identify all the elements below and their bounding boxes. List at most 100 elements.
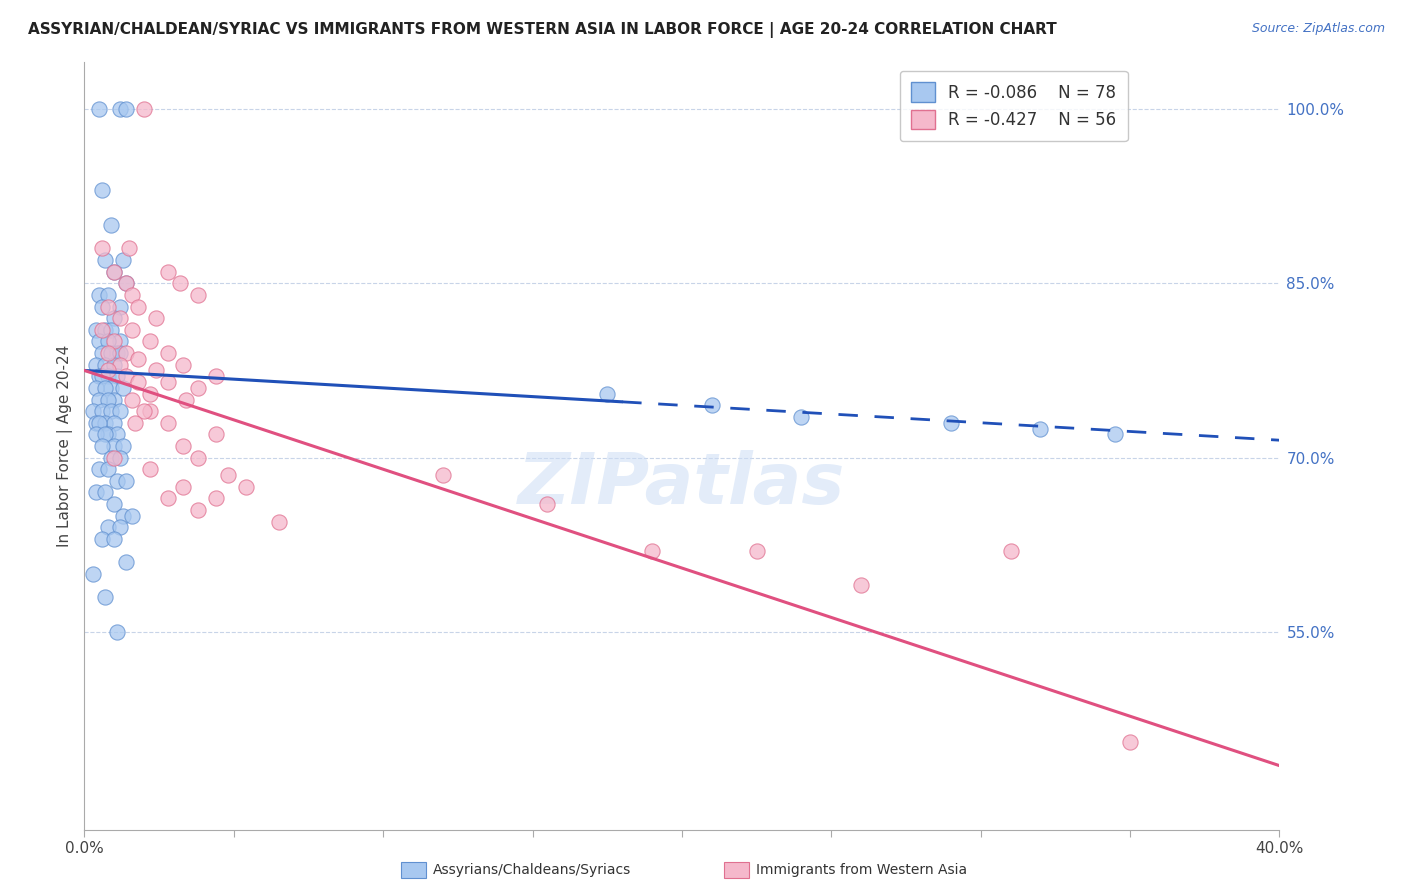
Point <box>105 346 128 360</box>
Point <box>205 427 228 442</box>
Point <box>103 358 125 372</box>
Point <box>139 334 162 349</box>
Point <box>118 241 141 255</box>
Point <box>110 311 132 326</box>
Point <box>121 288 143 302</box>
Point <box>115 474 138 488</box>
Point <box>217 468 239 483</box>
Point <box>86 358 108 372</box>
Point <box>169 277 191 291</box>
Point <box>187 288 209 302</box>
Point <box>91 323 114 337</box>
Point <box>97 288 120 302</box>
Point <box>115 555 138 569</box>
Point <box>121 323 143 337</box>
Point <box>86 427 108 442</box>
Point <box>145 311 167 326</box>
Point <box>94 358 117 372</box>
Point <box>94 590 117 604</box>
Point <box>157 265 180 279</box>
Point <box>110 358 132 372</box>
Point <box>939 416 962 430</box>
Point <box>110 334 132 349</box>
Point <box>97 369 120 384</box>
Point <box>89 392 111 407</box>
Point <box>91 346 114 360</box>
Point <box>145 363 167 377</box>
Point <box>100 218 122 232</box>
Point <box>172 358 194 372</box>
Point <box>86 416 108 430</box>
Point <box>97 346 120 360</box>
Point <box>205 369 228 384</box>
Point <box>115 277 138 291</box>
Point <box>91 404 114 418</box>
Point <box>100 381 122 395</box>
Point <box>700 398 723 412</box>
Point <box>110 520 132 534</box>
Point <box>100 404 122 418</box>
Point <box>235 480 257 494</box>
Point <box>127 375 149 389</box>
Point <box>157 491 180 506</box>
Point <box>127 300 149 314</box>
Point <box>105 474 128 488</box>
Text: Immigrants from Western Asia: Immigrants from Western Asia <box>756 863 967 877</box>
Point <box>100 346 122 360</box>
Point <box>132 102 156 116</box>
Point <box>115 346 138 360</box>
Point <box>121 508 143 523</box>
Point <box>89 288 111 302</box>
Y-axis label: In Labor Force | Age 20-24: In Labor Force | Age 20-24 <box>58 345 73 547</box>
Point <box>89 334 111 349</box>
Point <box>89 102 111 116</box>
Point <box>1104 427 1126 442</box>
Point <box>97 334 120 349</box>
Point <box>187 381 209 395</box>
Point <box>596 386 619 401</box>
Point <box>97 520 120 534</box>
Point <box>157 346 180 360</box>
Point <box>91 300 114 314</box>
Point <box>94 253 117 268</box>
Point <box>121 392 143 407</box>
Point <box>1000 543 1022 558</box>
Point <box>157 375 180 389</box>
Point <box>110 450 132 465</box>
Point <box>97 462 120 476</box>
Point <box>86 323 108 337</box>
Point <box>115 277 138 291</box>
Point <box>139 462 162 476</box>
Point <box>103 497 125 511</box>
Point <box>132 404 156 418</box>
Point <box>100 323 122 337</box>
Point <box>1029 421 1052 435</box>
Point <box>110 102 132 116</box>
Legend: R = -0.086    N = 78, R = -0.427    N = 56: R = -0.086 N = 78, R = -0.427 N = 56 <box>900 70 1128 141</box>
Point <box>110 404 132 418</box>
Point <box>91 532 114 546</box>
Point <box>103 265 125 279</box>
Point <box>105 624 128 639</box>
Point <box>157 416 180 430</box>
Point <box>124 416 146 430</box>
Point <box>94 427 117 442</box>
Point <box>139 404 162 418</box>
Point <box>1119 735 1142 749</box>
Point <box>89 416 111 430</box>
Point <box>86 485 108 500</box>
Point <box>174 392 197 407</box>
Point <box>790 409 813 424</box>
Point <box>110 346 132 360</box>
Point <box>536 497 558 511</box>
Point <box>91 439 114 453</box>
Point <box>115 102 138 116</box>
Point <box>103 416 125 430</box>
Point <box>103 311 125 326</box>
Point <box>112 253 135 268</box>
Point <box>851 578 873 592</box>
Point <box>110 300 132 314</box>
Point <box>94 381 117 395</box>
Point <box>187 450 209 465</box>
Point <box>172 439 194 453</box>
